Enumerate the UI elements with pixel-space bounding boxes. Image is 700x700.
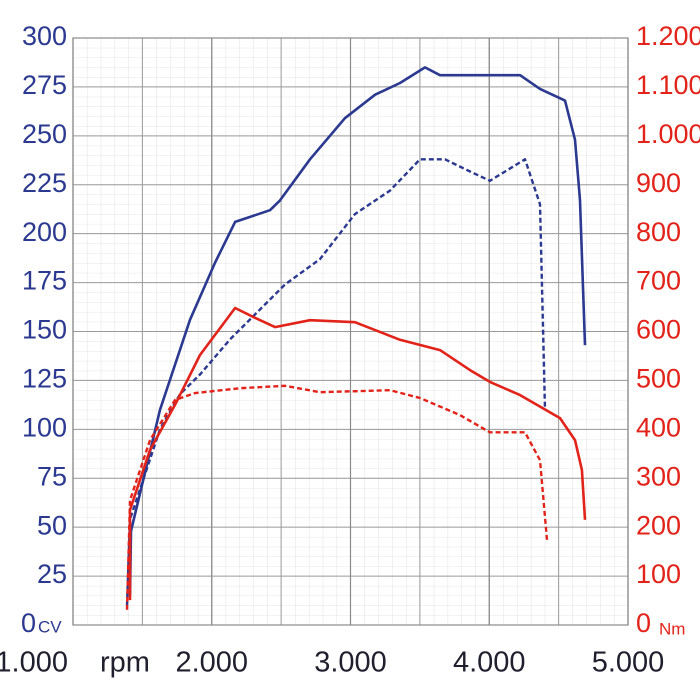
y-tick-label: 175 [22, 266, 67, 296]
x-tick-label: 3.000 [314, 647, 387, 679]
y2-tick-label: 1.200 [636, 21, 700, 51]
y2-tick-label: 200 [636, 510, 681, 540]
y2-tick-label: 600 [636, 315, 681, 345]
y2-tick-label: 1.000 [636, 119, 700, 149]
y-tick-label: 125 [22, 364, 67, 394]
y-tick-label: 250 [22, 119, 67, 149]
x-tick-label: 4.000 [453, 647, 526, 679]
labels: 0255075100125150175200225250275300010020… [0, 21, 700, 679]
y-tick-label: 150 [22, 315, 67, 345]
y2-axis-label: Nm [659, 619, 685, 638]
x-axis-label: rpm [100, 647, 150, 679]
y-tick-label: 75 [37, 461, 67, 491]
y-axis-label: CV [38, 617, 62, 636]
x-tick-label: 1.000 [0, 647, 68, 679]
y2-tick-label: 1.100 [636, 70, 700, 100]
plot-frame [72, 37, 629, 626]
y-tick-label: 200 [22, 217, 67, 247]
y2-tick-label: 100 [636, 559, 681, 589]
y-tick-label: 25 [37, 559, 67, 589]
y2-tick-label: 500 [636, 364, 681, 394]
lines [125, 66, 587, 610]
series-line [125, 384, 549, 610]
y2-tick-label: 700 [636, 266, 681, 296]
y-tick-label: 100 [22, 412, 67, 442]
grid [72, 37, 629, 626]
series-line [128, 66, 587, 596]
y2-tick-label: 300 [636, 461, 681, 491]
y-tick-label: 300 [22, 21, 67, 51]
y2-tick-label: 800 [636, 217, 681, 247]
x-tick-label: 5.000 [592, 647, 665, 679]
y2-tick-label: 400 [636, 412, 681, 442]
x-tick-label: 2.000 [175, 647, 248, 679]
y-tick-label: 0 [21, 608, 36, 638]
y2-tick-label: 900 [636, 168, 681, 198]
y2-tick-label: 0 [636, 608, 651, 638]
y-tick-label: 275 [22, 70, 67, 100]
y-tick-label: 225 [22, 168, 67, 198]
y-tick-label: 50 [37, 510, 67, 540]
series-line [128, 306, 587, 601]
